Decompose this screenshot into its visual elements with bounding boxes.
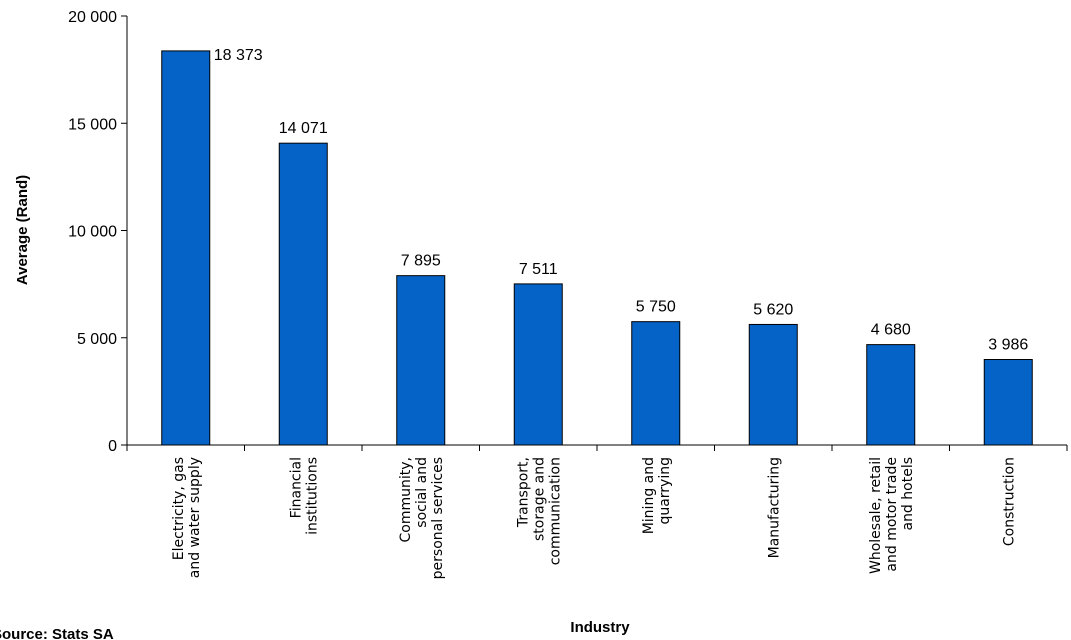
- x-axis: Electricity, gasand water supply Financia…: [126, 444, 1068, 579]
- data-label: 7 511: [519, 261, 558, 278]
- bar: [983, 359, 1033, 446]
- svg-text:Transport,storage andcommunica: Transport,storage andcommunication: [515, 457, 563, 565]
- data-label: 5 620: [753, 301, 793, 318]
- data-label: 18 373: [214, 47, 263, 64]
- bar: [631, 321, 681, 446]
- y-tick-label: 10 000: [68, 224, 117, 241]
- bar: [866, 344, 916, 446]
- y-tick-label: 0: [108, 438, 117, 455]
- x-tick-label: Construction: [1001, 457, 1017, 546]
- svg-text:Manufacturing: Manufacturing: [766, 457, 782, 558]
- svg-text:Mining andquarrying: Mining andquarrying: [641, 457, 673, 534]
- bar: [278, 142, 328, 446]
- x-tick-label: Financialinstitutions: [288, 457, 320, 535]
- bars: 18 373 14 071 7 895 7 511 5 750 5 620 4 680 3 9…: [161, 47, 1033, 446]
- y-tick-label: 5 000: [77, 331, 117, 348]
- y-tick-label: 20 000: [68, 9, 117, 26]
- data-label: 7 895: [401, 253, 441, 270]
- y-tick-label: 15 000: [68, 116, 117, 133]
- svg-text:Construction: Construction: [1001, 457, 1017, 546]
- data-label: 14 071: [279, 120, 328, 137]
- x-tick-label: Electricity, gasand water supply: [171, 457, 203, 578]
- y-axis: 0 5 000 10 000 15 000 20 000: [68, 9, 128, 455]
- bar: [513, 283, 563, 446]
- svg-text:Community,social andpersonal s: Community,social andpersonal services: [398, 457, 446, 579]
- data-label: 3 986: [988, 337, 1028, 354]
- x-tick-label: Wholesale, retailand motor tradeand hote…: [868, 457, 916, 574]
- x-tick-label: Community,social andpersonal services: [398, 457, 446, 579]
- data-label: 5 750: [636, 299, 676, 316]
- bar: [396, 275, 446, 446]
- svg-text:Electricity, gasand water supp: Electricity, gasand water supply: [171, 457, 203, 578]
- x-tick-label: Manufacturing: [766, 457, 782, 558]
- data-label: 4 680: [871, 322, 911, 339]
- bar: [161, 50, 211, 446]
- y-axis-title: Average (Rand): [14, 175, 31, 285]
- source-note: Source: Stats SA: [0, 626, 114, 640]
- bar: [748, 323, 798, 446]
- x-tick-label: Transport,storage andcommunication: [515, 457, 563, 565]
- x-tick-label: Mining andquarrying: [641, 457, 673, 534]
- x-axis-title: Industry: [570, 619, 630, 636]
- svg-text:Wholesale, retailand motor tra: Wholesale, retailand motor tradeand hote…: [868, 457, 916, 574]
- svg-text:Financialinstitutions: Financialinstitutions: [288, 457, 320, 535]
